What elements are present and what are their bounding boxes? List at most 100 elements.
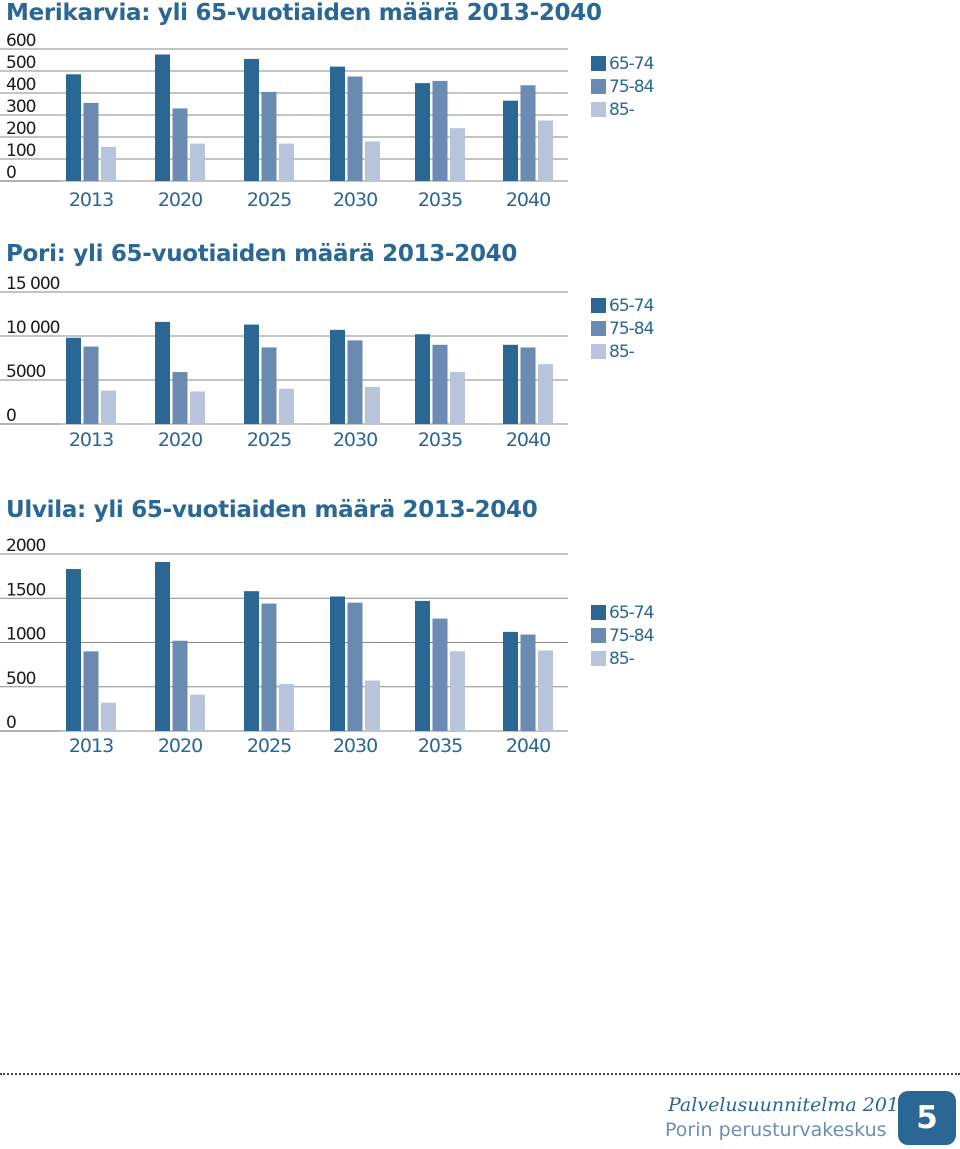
x-tick-label: 2030 [333, 429, 377, 451]
x-tick-label: 2035 [418, 189, 462, 211]
legend-item: 65-74 [591, 52, 654, 75]
bar-65-74-2013 [66, 74, 81, 181]
bar-65-74-2040 [503, 631, 518, 731]
chart-title-ulvila: Ulvila: yli 65-vuotiaiden määrä 2013-204… [6, 497, 538, 523]
bar-85--2040 [538, 364, 553, 424]
x-tick-label: 2040 [506, 735, 550, 757]
bar-65-74-2020 [155, 54, 170, 181]
x-tick-label: 2025 [247, 189, 291, 211]
bar-85--2025 [279, 388, 294, 424]
bar-chart-ulvila: 2000 1500 1000 500 0 2013 2020 2025 2030 2035 2040 [0, 536, 568, 757]
bar-65-74-2025 [244, 58, 259, 181]
legend-pori: 65-74 75-84 85- [591, 294, 654, 363]
legend-label: 65-74 [609, 295, 654, 316]
bar-75-84-2025 [261, 91, 277, 181]
y-tick-label: 500 [6, 669, 36, 689]
bar-75-84-2040 [520, 347, 536, 424]
x-tick-label: 2025 [247, 429, 291, 451]
y-tick-label: 5000 [6, 362, 45, 382]
legend-label: 65-74 [609, 602, 654, 623]
bar-85--2013 [101, 390, 116, 424]
bar-65-74-2025 [244, 324, 259, 424]
bar-75-84-2030 [347, 76, 363, 181]
bar-75-84-2025 [261, 347, 277, 424]
legend-ulvila: 65-74 75-84 85- [591, 601, 654, 670]
footer-divider [0, 1073, 960, 1075]
legend-label: 85- [609, 341, 635, 362]
bar-chart-pori: 15 000 10 000 5000 0 2013 2020 2025 2030 2035 204… [0, 274, 568, 451]
bar-85--2040 [538, 650, 553, 731]
legend-swatch [591, 628, 606, 643]
legend-swatch [591, 56, 606, 71]
legend-item: 85- [591, 340, 653, 363]
page-number-badge: 5 [898, 1091, 956, 1145]
bar-65-74-2025 [244, 591, 259, 731]
bar-65-74-2020 [155, 561, 170, 731]
footer-publication-title: Palvelusuunnitelma 2013 [668, 1094, 912, 1116]
bar-75-84-2025 [261, 603, 277, 731]
bar-75-84-2030 [347, 340, 363, 424]
legend-item: 85- [591, 98, 653, 121]
bar-85--2020 [190, 143, 205, 181]
x-tick-label: 2035 [418, 735, 462, 757]
legend-swatch [591, 102, 606, 117]
x-tick-label: 2025 [247, 735, 291, 757]
bar-85--2020 [190, 391, 205, 424]
bar-85--2035 [450, 651, 465, 731]
bar-65-74-2040 [503, 100, 518, 181]
x-tick-label: 2030 [333, 189, 377, 211]
y-tick-label: 600 [6, 31, 36, 51]
legend-swatch [591, 79, 606, 94]
x-tick-label: 2020 [158, 189, 202, 211]
legend-label: 75-84 [609, 76, 654, 97]
legend-label: 75-84 [609, 318, 654, 339]
bar-75-84-2040 [520, 85, 536, 181]
bar-85--2035 [450, 372, 465, 424]
legend-swatch [591, 605, 606, 620]
bar-85--2030 [365, 680, 380, 731]
bar-75-84-2040 [520, 634, 536, 731]
legend-swatch [591, 344, 606, 359]
chart-title-pori: Pori: yli 65-vuotiaiden määrä 2013-2040 [6, 241, 518, 267]
y-tick-label: 200 [6, 119, 36, 139]
x-tick-label: 2013 [69, 189, 113, 211]
y-tick-label: 15 000 [6, 274, 60, 294]
bar-85--2035 [450, 128, 465, 181]
x-tick-label: 2020 [158, 429, 202, 451]
bar-85--2025 [279, 143, 294, 181]
y-tick-label: 0 [6, 163, 16, 183]
y-tick-label: 1000 [6, 625, 45, 645]
legend-item: 75-84 [591, 75, 654, 98]
y-tick-label: 500 [6, 53, 36, 73]
y-tick-label: 300 [6, 97, 36, 117]
y-tick-label: 2000 [6, 536, 45, 556]
y-tick-label: 1500 [6, 580, 45, 600]
x-tick-label: 2020 [158, 735, 202, 757]
y-tick-label: 0 [6, 406, 16, 426]
legend-item: 65-74 [591, 294, 654, 317]
bar-85--2025 [279, 684, 294, 731]
legend-item: 75-84 [591, 317, 654, 340]
legend-swatch [591, 321, 606, 336]
bar-75-84-2020 [172, 372, 188, 424]
bar-65-74-2030 [330, 66, 345, 181]
bar-75-84-2035 [432, 344, 448, 424]
x-tick-label: 2040 [506, 189, 550, 211]
bar-65-74-2035 [415, 600, 430, 731]
bar-65-74-2030 [330, 329, 345, 424]
bar-65-74-2013 [66, 337, 81, 424]
legend-label: 85- [609, 99, 635, 120]
bar-65-74-2035 [415, 334, 430, 424]
x-tick-label: 2013 [69, 735, 113, 757]
legend-label: 85- [609, 648, 635, 669]
x-tick-label: 2035 [418, 429, 462, 451]
bar-85--2040 [538, 120, 553, 181]
legend-swatch [591, 298, 606, 313]
legend-merikarvia: 65-74 75-84 85- [591, 52, 654, 121]
bar-75-84-2013 [83, 346, 99, 424]
bar-85--2030 [365, 387, 380, 424]
bar-65-74-2020 [155, 321, 170, 424]
x-tick-label: 2040 [506, 429, 550, 451]
bar-75-84-2030 [347, 602, 363, 731]
legend-item: 65-74 [591, 601, 654, 624]
